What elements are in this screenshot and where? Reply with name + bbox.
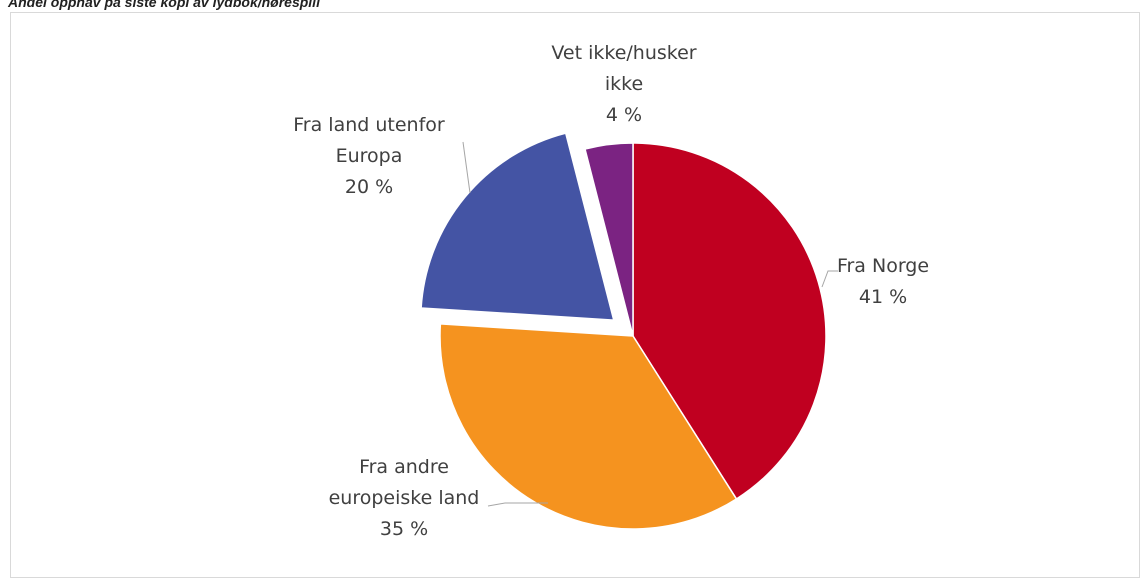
category-label: Fra Norge (836, 255, 930, 277)
category-label: Fra andre europeiske land (328, 456, 480, 509)
pie-slice (439, 323, 738, 530)
chart-title: Andel opphav på siste kopi av lydbok/hør… (8, 0, 320, 10)
category-label: Fra land utenfor Europa (293, 114, 445, 167)
value-label: 20 % (344, 176, 394, 198)
slice-label: Fra Norge 41 % (818, 251, 948, 313)
value-label: 41 % (858, 286, 908, 308)
slice-label: Fra land utenfor Europa 20 % (289, 110, 449, 203)
value-label: 4 % (605, 104, 643, 126)
leader-line (487, 502, 548, 507)
pie-slice (632, 142, 827, 500)
leader-line (462, 141, 471, 194)
slice-label: Vet ikke/husker ikke 4 % (544, 38, 704, 131)
leader-line (821, 270, 838, 288)
pie-slice (420, 132, 615, 321)
leader-lines (462, 141, 838, 507)
value-label: 35 % (379, 518, 429, 540)
category-label: Vet ikke/husker ikke (551, 42, 697, 95)
pie-slice (584, 142, 634, 337)
slice-label: Fra andre europeiske land 35 % (324, 452, 484, 545)
